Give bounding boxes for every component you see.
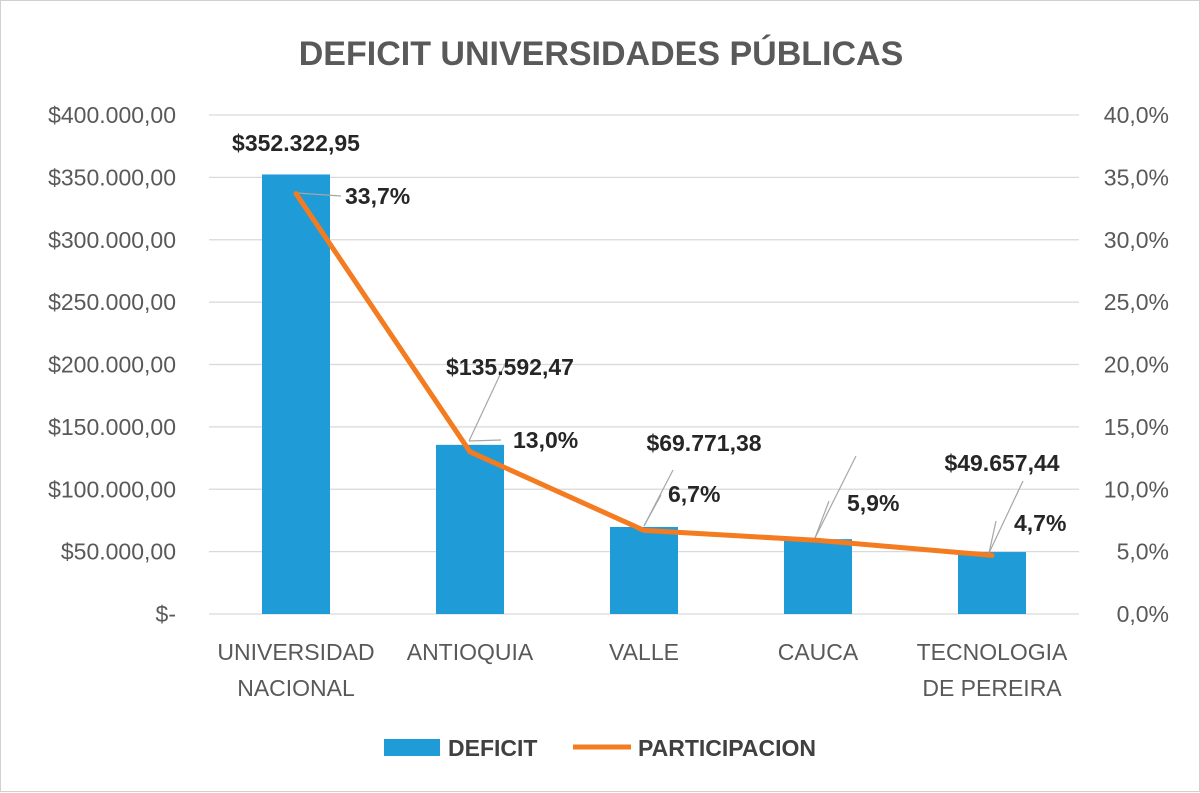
category-label: UNIVERSIDAD: [217, 639, 374, 665]
leader-line: [988, 480, 1024, 554]
left-axis-ticks: $- $50.000,00 $100.000,00 $150.000,00 $200.0…: [48, 102, 176, 627]
right-tick-label: 25,0%: [1104, 289, 1169, 315]
bar-data-label: $49.657,44: [944, 450, 1059, 476]
legend-swatch-deficit: [384, 739, 440, 756]
participacion-line-group: [293, 191, 995, 558]
leader-line: [814, 455, 857, 539]
left-tick-label: $250.000,00: [48, 289, 176, 315]
deficit-bar: [610, 526, 678, 614]
bar-labels: $352.322,95 $135.592,47 $69.771,38 $49.657,…: [232, 130, 1060, 476]
bar-data-label: $352.322,95: [232, 130, 360, 156]
category-labels: UNIVERSIDAD NACIONAL ANTIOQUIA VALLE CAUCA TE…: [217, 639, 1068, 701]
left-tick-label: $100.000,00: [48, 476, 176, 502]
right-tick-label: 0,0%: [1117, 601, 1169, 627]
leader-line: [643, 494, 662, 527]
pct-data-label: 13,0%: [513, 427, 578, 453]
right-tick-label: 20,0%: [1104, 352, 1169, 378]
left-tick-label: $200.000,00: [48, 352, 176, 378]
deficit-bars: [262, 174, 1026, 615]
leader-line: [468, 439, 502, 442]
legend-label-deficit: DEFICIT: [448, 735, 537, 761]
bar-data-label: $69.771,38: [646, 430, 761, 456]
left-tick-label: $50.000,00: [61, 539, 176, 565]
gridlines: [209, 114, 1079, 615]
right-tick-label: 15,0%: [1104, 414, 1169, 440]
right-tick-label: 35,0%: [1104, 164, 1169, 190]
chart-title: DEFICIT UNIVERSIDADES PÚBLICAS: [299, 35, 904, 73]
pct-data-label: 4,7%: [1014, 510, 1066, 536]
category-label: NACIONAL: [237, 675, 355, 701]
category-label: CAUCA: [778, 639, 859, 665]
bar-data-label: $135.592,47: [446, 354, 574, 380]
legend: DEFICIT PARTICIPACION: [384, 735, 816, 761]
pct-labels: 33,7% 13,0% 6,7% 5,9% 4,7%: [345, 183, 1066, 536]
participacion-line: [293, 191, 995, 558]
deficit-bar: [262, 174, 330, 615]
pct-data-label: 6,7%: [668, 481, 720, 507]
deficit-bar: [958, 552, 1026, 614]
category-label: VALLE: [609, 639, 679, 665]
pct-data-label: 5,9%: [847, 490, 899, 516]
left-tick-label: $300.000,00: [48, 227, 176, 253]
left-tick-label: $150.000,00: [48, 414, 176, 440]
right-axis-ticks: 0,0% 5,0% 10,0% 15,0% 20,0% 25,0% 30,0% 35,0% 40…: [1104, 102, 1169, 627]
leader-line: [814, 500, 830, 539]
left-tick-label: $400.000,00: [48, 102, 176, 128]
legend-label-participacion: PARTICIPACION: [638, 735, 816, 761]
leader-line: [468, 361, 507, 442]
right-tick-label: 10,0%: [1104, 476, 1169, 502]
category-label: DE PEREIRA: [922, 675, 1062, 701]
left-tick-label: $-: [156, 601, 176, 627]
category-label: ANTIOQUIA: [407, 639, 534, 665]
right-tick-label: 5,0%: [1117, 539, 1169, 565]
leader-line: [988, 520, 997, 554]
right-tick-label: 30,0%: [1104, 227, 1169, 253]
deficit-bar: [784, 539, 852, 614]
category-label: TECNOLOGIA: [917, 639, 1068, 665]
pct-data-label: 33,7%: [345, 183, 410, 209]
left-tick-label: $350.000,00: [48, 164, 176, 190]
leader-lines: [296, 192, 1024, 554]
deficit-bar: [436, 444, 504, 614]
leader-line: [296, 192, 342, 197]
right-tick-label: 40,0%: [1104, 102, 1169, 128]
